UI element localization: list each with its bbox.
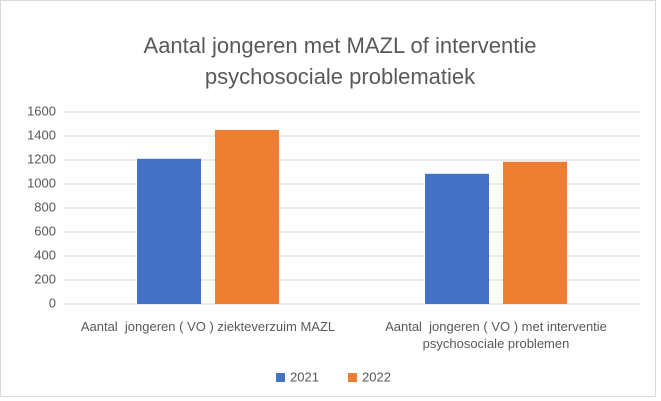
x-tick-label: Aantal jongeren ( VO ) ziekteverzuim MAZ… <box>80 319 336 334</box>
y-tick-label: 1600 <box>27 103 56 118</box>
y-tick-label: 1400 <box>27 127 56 142</box>
y-tick-label: 400 <box>34 247 56 262</box>
legend-label: 2021 <box>290 369 319 384</box>
y-tick-label: 1200 <box>27 151 56 166</box>
legend-label: 2022 <box>362 369 391 384</box>
y-tick-label: 0 <box>49 295 56 310</box>
chart-title: Aantal jongeren met MAZL of interventie … <box>143 33 537 89</box>
legend-swatch <box>348 373 357 382</box>
y-tick-label: 800 <box>34 199 56 214</box>
bar <box>425 173 489 304</box>
bar <box>137 158 201 304</box>
y-tick-label: 600 <box>34 223 56 238</box>
y-tick-label: 1000 <box>27 175 56 190</box>
bar <box>215 130 279 304</box>
x-tick-label: Aantal jongeren ( VO ) met interventie p… <box>385 319 611 351</box>
y-tick-label: 200 <box>34 271 56 286</box>
bar <box>503 161 567 304</box>
legend-swatch <box>276 373 285 382</box>
